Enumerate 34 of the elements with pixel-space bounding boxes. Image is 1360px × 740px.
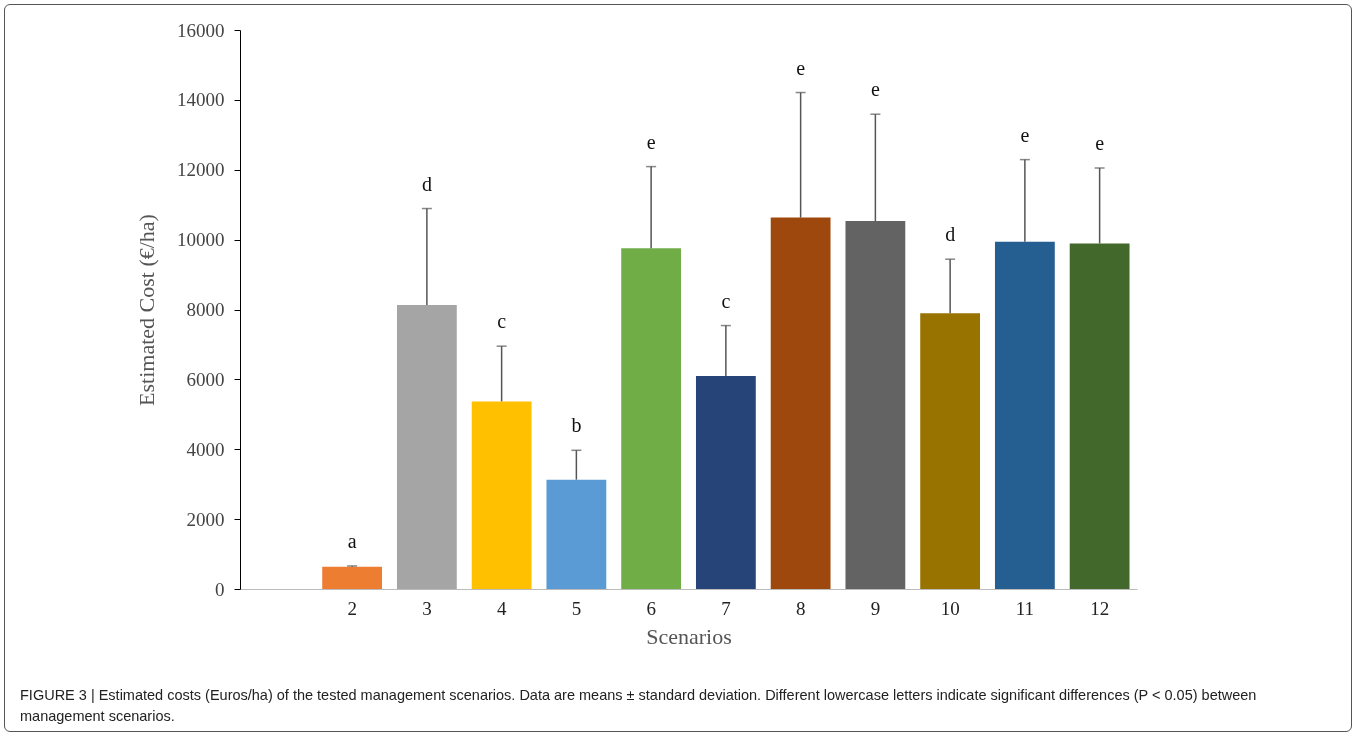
y-tick-label: 14000 (177, 89, 225, 111)
y-tick-label: 4000 (186, 438, 225, 460)
x-tick-label: 11 (1015, 597, 1035, 619)
x-tick-label: 3 (422, 597, 432, 619)
annotation: d (421, 172, 432, 195)
y-tick-label: 12000 (177, 159, 225, 181)
annotation: b (571, 414, 582, 437)
annotation: e (646, 130, 656, 153)
x-tick-label: 7 (721, 597, 731, 619)
caption: FIGURE 3 | Estimated costs (Euros/ha) of the tested management scenarios. Data are means ± standard deviation. Different lowercase letters indicate significant differences (P < 0.05) between management scenarios. (20, 686, 1258, 726)
y-tick-label: 2000 (186, 508, 225, 530)
x-tick-label: 9 (870, 597, 881, 619)
annotation: a (347, 529, 357, 552)
y-tick-label: 16000 (177, 19, 225, 41)
annotation: e (1020, 123, 1030, 146)
x-tick-label: 8 (795, 597, 806, 619)
y-axis-title: Estimated Cost (€/ha) (134, 214, 159, 406)
x-axis-title: Scenarios (646, 623, 732, 649)
y-tick-label: 10000 (177, 229, 225, 251)
y-tick-label: 0 (215, 578, 225, 600)
x-tick-label: 6 (646, 597, 656, 619)
annotation: e (870, 78, 880, 101)
x-tick-label: 2 (347, 597, 357, 619)
y-tick-label: 6000 (186, 368, 225, 390)
x-tick-label: 5 (571, 597, 582, 619)
y-tick-label: 8000 (186, 299, 225, 320)
x-tick-label: 4 (496, 597, 507, 619)
annotation: c (721, 289, 731, 312)
x-tick-label: 12 (1090, 597, 1110, 619)
annotation: e (796, 56, 806, 79)
annotation: c (497, 310, 507, 333)
x-tick-label: 10 (940, 597, 960, 619)
annotation: e (1095, 132, 1105, 154)
annotation: d (945, 223, 956, 246)
